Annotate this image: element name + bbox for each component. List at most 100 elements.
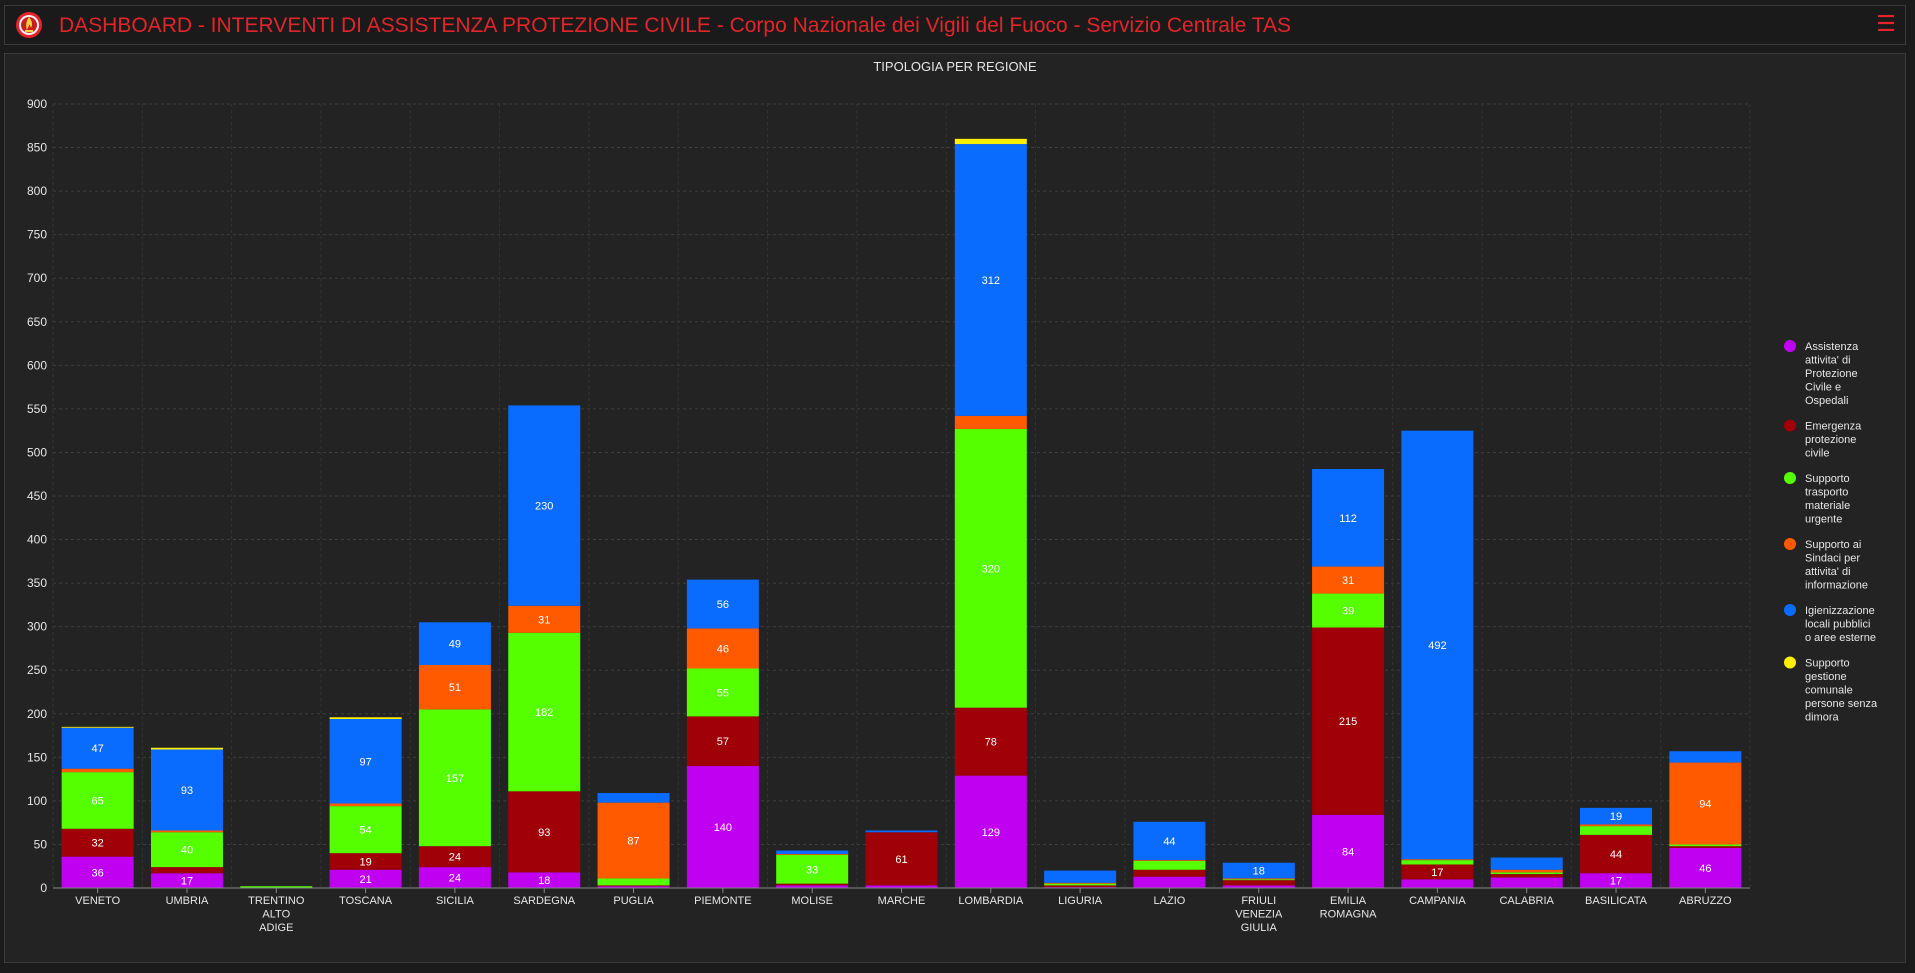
- bar-segment: [150, 873, 223, 888]
- bar-segment: [1490, 872, 1563, 875]
- data-label: 36: [92, 867, 104, 879]
- chart-panel: TIPOLOGIA PER REGIONE 0 50 100 150 200 250 300…: [4, 53, 1906, 963]
- data-label: 24: [449, 873, 461, 885]
- data-label: 46: [717, 643, 729, 655]
- bar-segment: [865, 832, 938, 886]
- x-tick-label: LAZIO: [1154, 895, 1186, 907]
- bar-segment: [1401, 864, 1474, 880]
- data-label: 31: [1342, 575, 1354, 587]
- y-tick-label: 800: [27, 184, 47, 198]
- x-tick-label: SICILIA: [436, 895, 475, 907]
- data-label: 65: [92, 795, 104, 807]
- y-tick-label: 300: [27, 620, 47, 634]
- y-tick-label: 400: [27, 533, 47, 547]
- data-label: 44: [1610, 849, 1622, 861]
- data-label: 54: [359, 825, 371, 837]
- bar-segment: [1580, 807, 1653, 825]
- data-label: 19: [1610, 811, 1622, 823]
- data-label: 215: [1339, 716, 1357, 728]
- x-tick-label: ABRUZZO: [1679, 895, 1732, 907]
- data-label: 31: [538, 614, 550, 626]
- x-tick-label: BASILICATA: [1585, 895, 1648, 907]
- data-label: 157: [446, 773, 464, 785]
- bar-segment: [61, 727, 134, 769]
- data-label: 17: [181, 876, 193, 888]
- bar-segment: [1490, 874, 1563, 878]
- data-label: 47: [92, 743, 104, 755]
- y-axis: 0 50 100 150 200 250 300 350 400 450 500 550 600 650 7…: [27, 97, 47, 895]
- data-label: 49: [449, 639, 461, 651]
- data-label: 19: [359, 856, 371, 868]
- x-tick-label: PIEMONTE: [694, 895, 751, 907]
- data-label: 182: [535, 707, 553, 719]
- hamburger-menu-icon[interactable]: ☰: [1876, 11, 1896, 36]
- bar-segment: [776, 885, 849, 888]
- stacked-bar-chart: TIPOLOGIA PER REGIONE 0 50 100 150 200 250 300…: [27, 59, 1878, 934]
- x-tick-label: TOSCANA: [339, 895, 393, 907]
- bar-segment: [508, 605, 581, 633]
- bar-segment: [61, 828, 134, 857]
- app-header: DASHBOARD - INTERVENTI DI ASSISTENZA PRO…: [4, 5, 1906, 45]
- bar-segment: [329, 803, 402, 807]
- y-tick-label: 450: [27, 489, 47, 503]
- bar-segment: [61, 726, 134, 728]
- bar-segment: [150, 867, 223, 874]
- x-tick-label: LOMBARDIA: [958, 895, 1023, 907]
- data-label: 61: [895, 854, 907, 866]
- data-label: 320: [982, 563, 1000, 575]
- bar-segment: [776, 883, 849, 886]
- x-tick-label: UMBRIA: [166, 895, 209, 907]
- data-label: 17: [1431, 867, 1443, 879]
- bar-segment: [508, 791, 581, 873]
- bar-segment: [1222, 880, 1295, 886]
- bar-segment: [418, 709, 491, 847]
- bar-segment: [1222, 862, 1295, 879]
- data-label: 51: [449, 682, 461, 694]
- bar-segment: [1490, 869, 1563, 873]
- y-tick-label: 750: [27, 228, 47, 242]
- y-tick-label: 350: [27, 576, 47, 590]
- legend-entry: Igienizzazione locali pubblici o aree este…: [1805, 605, 1876, 644]
- bar-segment: [686, 628, 759, 669]
- bar-segment: [1133, 821, 1206, 861]
- bar-segment: [686, 579, 759, 629]
- y-tick-label: 200: [27, 707, 47, 721]
- bar-segment: [1490, 857, 1563, 870]
- chart-title: TIPOLOGIA PER REGIONE: [873, 59, 1037, 74]
- bar-segment: [686, 716, 759, 767]
- bar-segment: [329, 869, 402, 888]
- y-tick-label: 250: [27, 663, 47, 677]
- x-tick-label: PUGLIA: [613, 895, 654, 907]
- bar-segment: [1490, 877, 1563, 888]
- bar-segment: [61, 772, 134, 829]
- y-tick-label: 550: [27, 402, 47, 416]
- bar-segment: [1133, 876, 1206, 888]
- y-tick-label: 100: [27, 794, 47, 808]
- bars: [61, 138, 1742, 888]
- bar-segment: [1133, 860, 1206, 870]
- bar-segment: [1669, 844, 1742, 847]
- bar-segment: [1133, 860, 1206, 861]
- data-label: 40: [181, 845, 193, 857]
- bar-segment: [150, 832, 223, 868]
- bar-segment: [1222, 878, 1295, 880]
- bar-segment: [1222, 879, 1295, 881]
- x-tick-label: FRIULI VENEZIA GIULIA: [1235, 895, 1283, 934]
- bar-segment: [954, 138, 1027, 145]
- data-label: 97: [359, 756, 371, 768]
- data-label: 87: [627, 836, 639, 848]
- legend-entry: Supporto gestione comunale persone senza dim…: [1805, 658, 1878, 724]
- bar-segment: [418, 867, 491, 888]
- bar-segment: [1669, 751, 1742, 763]
- bar-segment: [150, 747, 223, 750]
- legend-marker: [1784, 538, 1796, 550]
- legend: Assistenza attivita' di Protezione Civile e…: [1784, 340, 1878, 724]
- bar-segment: [1669, 762, 1742, 845]
- data-label: 93: [181, 785, 193, 797]
- data-label: 44: [1163, 836, 1175, 848]
- x-tick-label: LIGURIA: [1058, 895, 1103, 907]
- bar-segment: [1044, 882, 1117, 884]
- bar-segment: [1044, 883, 1117, 886]
- y-tick-label: 900: [27, 97, 47, 111]
- data-label: 78: [985, 737, 997, 749]
